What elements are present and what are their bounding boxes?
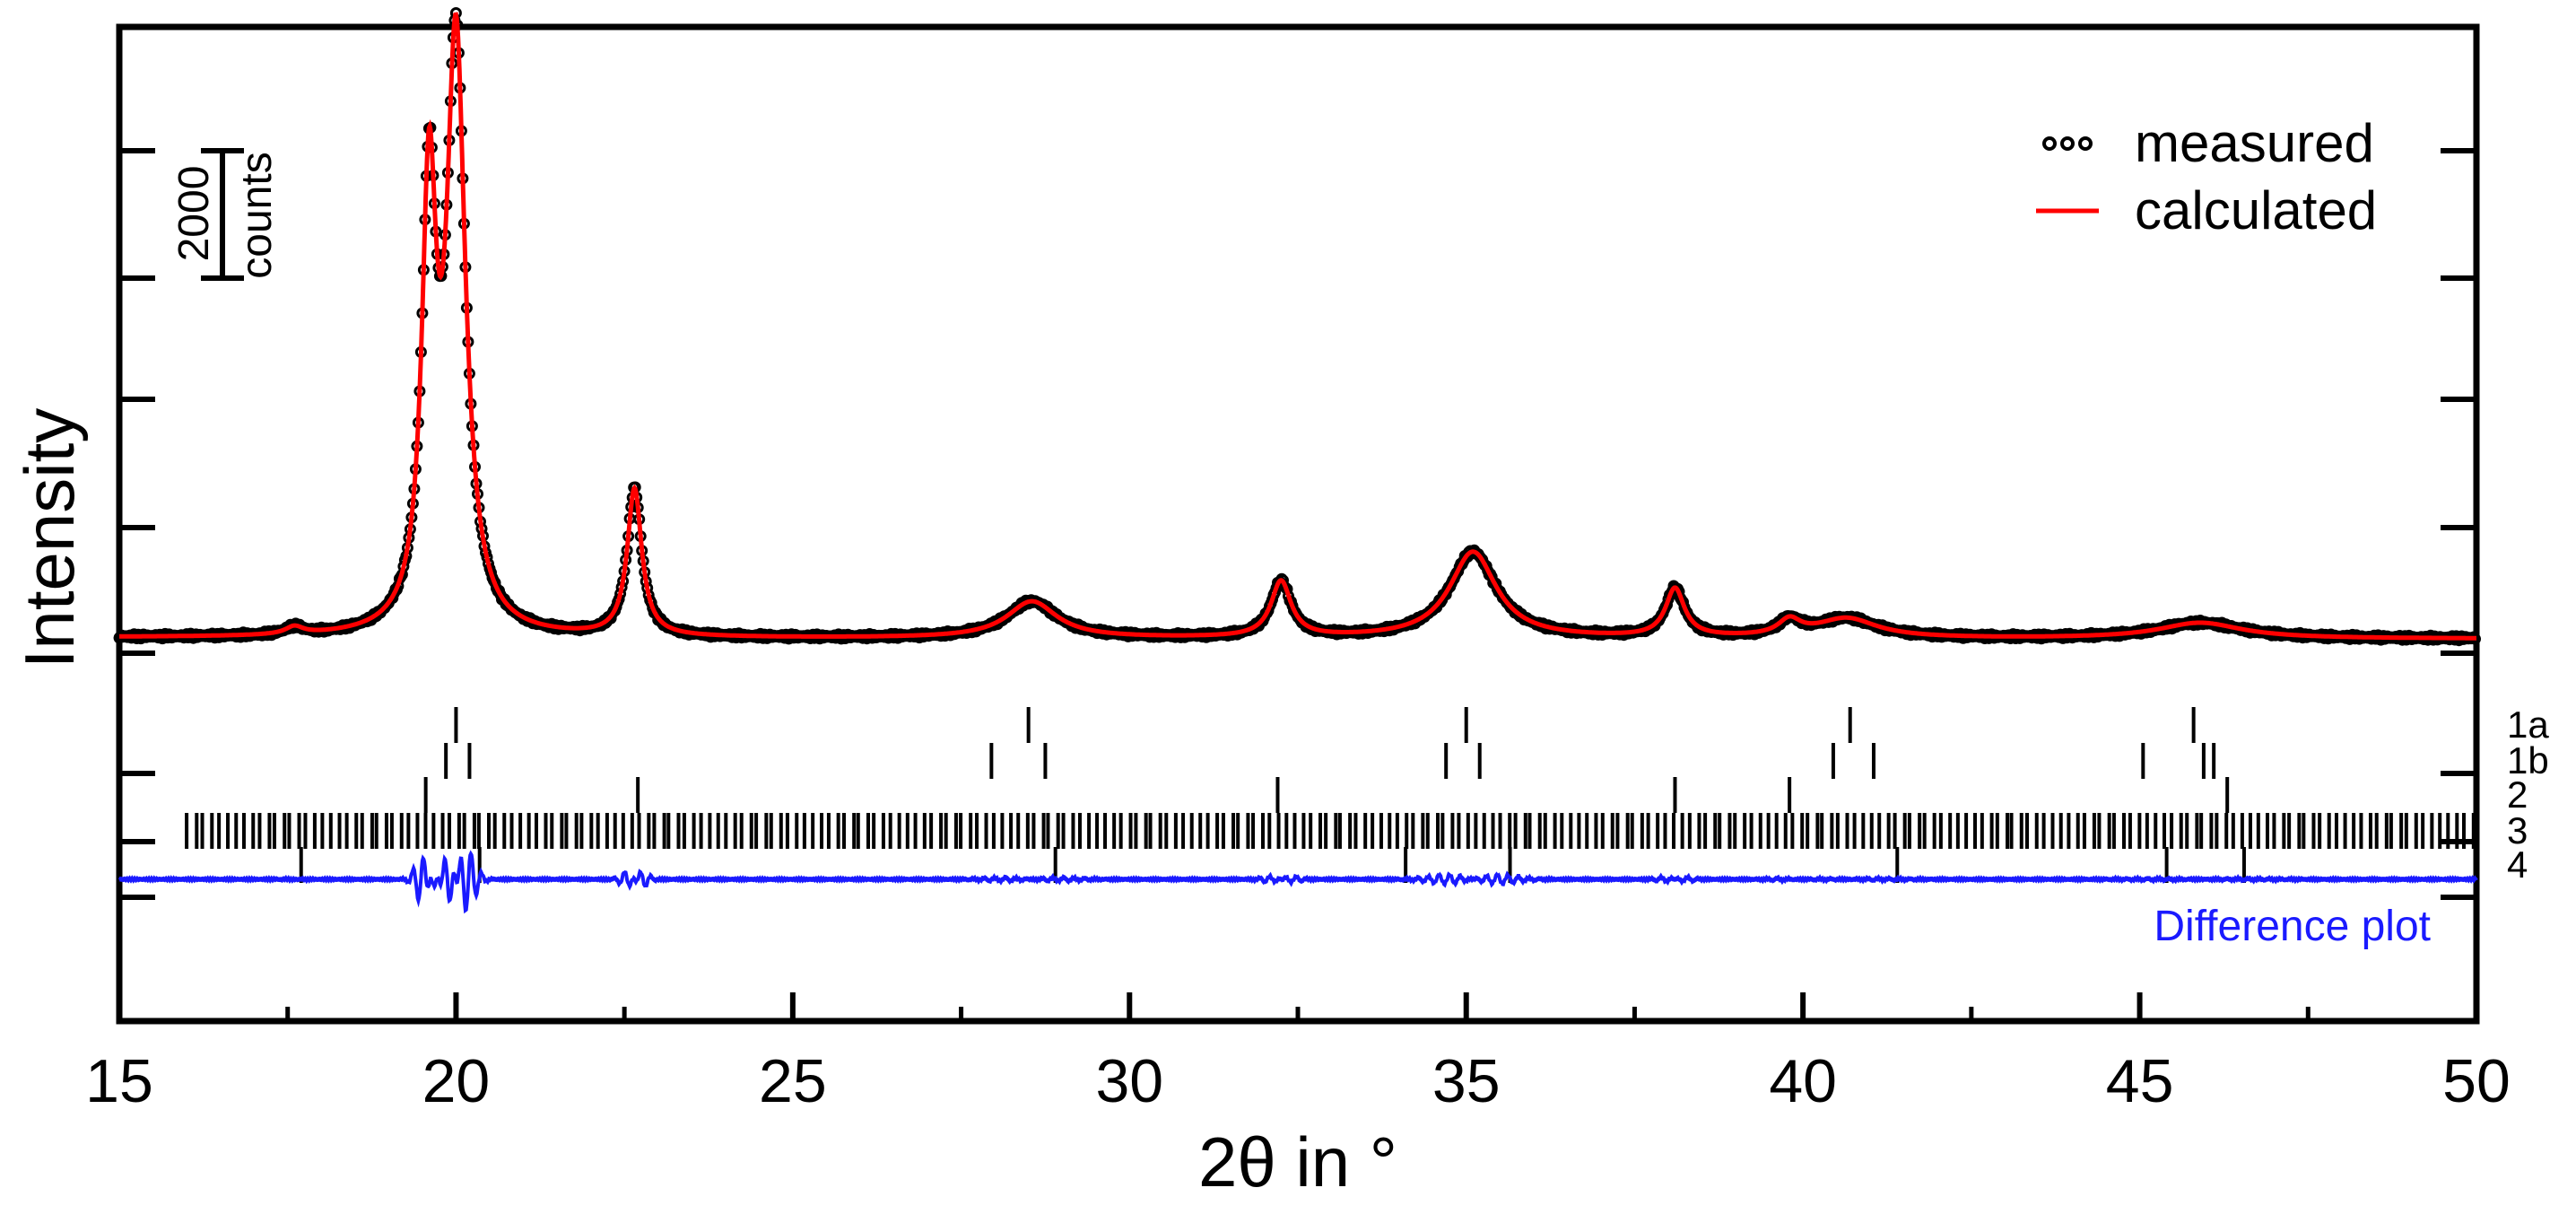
legend-marker-measured bbox=[2042, 136, 2093, 151]
x-tick-label: 20 bbox=[422, 1047, 491, 1115]
x-tick-label: 45 bbox=[2106, 1047, 2174, 1115]
scale-bar-unit: counts bbox=[233, 152, 281, 278]
reflection-row-label: 1b bbox=[2507, 739, 2549, 782]
calculated-line bbox=[119, 12, 2476, 641]
x-tick-label: 50 bbox=[2442, 1047, 2511, 1115]
reflection-row-label: 3 bbox=[2507, 809, 2528, 852]
x-axis-title: 2θ in ° bbox=[1198, 1122, 1397, 1201]
reflection-row-label: 4 bbox=[2507, 843, 2528, 886]
x-tick-label: 25 bbox=[759, 1047, 827, 1115]
axis-ticks: 15 20 25 30 35 40 45 50 bbox=[85, 148, 2511, 1115]
x-tick-label: 40 bbox=[1769, 1047, 1837, 1115]
scale-bar-value: 2000 bbox=[170, 166, 218, 262]
x-tick-label: 35 bbox=[1432, 1047, 1501, 1115]
legend: measured calculated bbox=[2036, 113, 2377, 240]
reflection-row-label: 1a bbox=[2507, 703, 2549, 746]
legend-label-calculated: calculated bbox=[2135, 180, 2377, 240]
difference-line bbox=[117, 850, 2478, 914]
scale-bar: 2000 counts bbox=[170, 148, 281, 281]
x-tick-label: 30 bbox=[1095, 1047, 1163, 1115]
y-axis-title: Intensity bbox=[10, 408, 89, 668]
x-tick-label: 15 bbox=[85, 1047, 153, 1115]
calculated-series bbox=[119, 12, 2476, 641]
legend-label-measured: measured bbox=[2135, 113, 2374, 173]
difference-series bbox=[117, 850, 2478, 914]
reflection-row-label: 2 bbox=[2507, 773, 2528, 816]
difference-plot-label: Difference plot bbox=[2154, 903, 2431, 950]
